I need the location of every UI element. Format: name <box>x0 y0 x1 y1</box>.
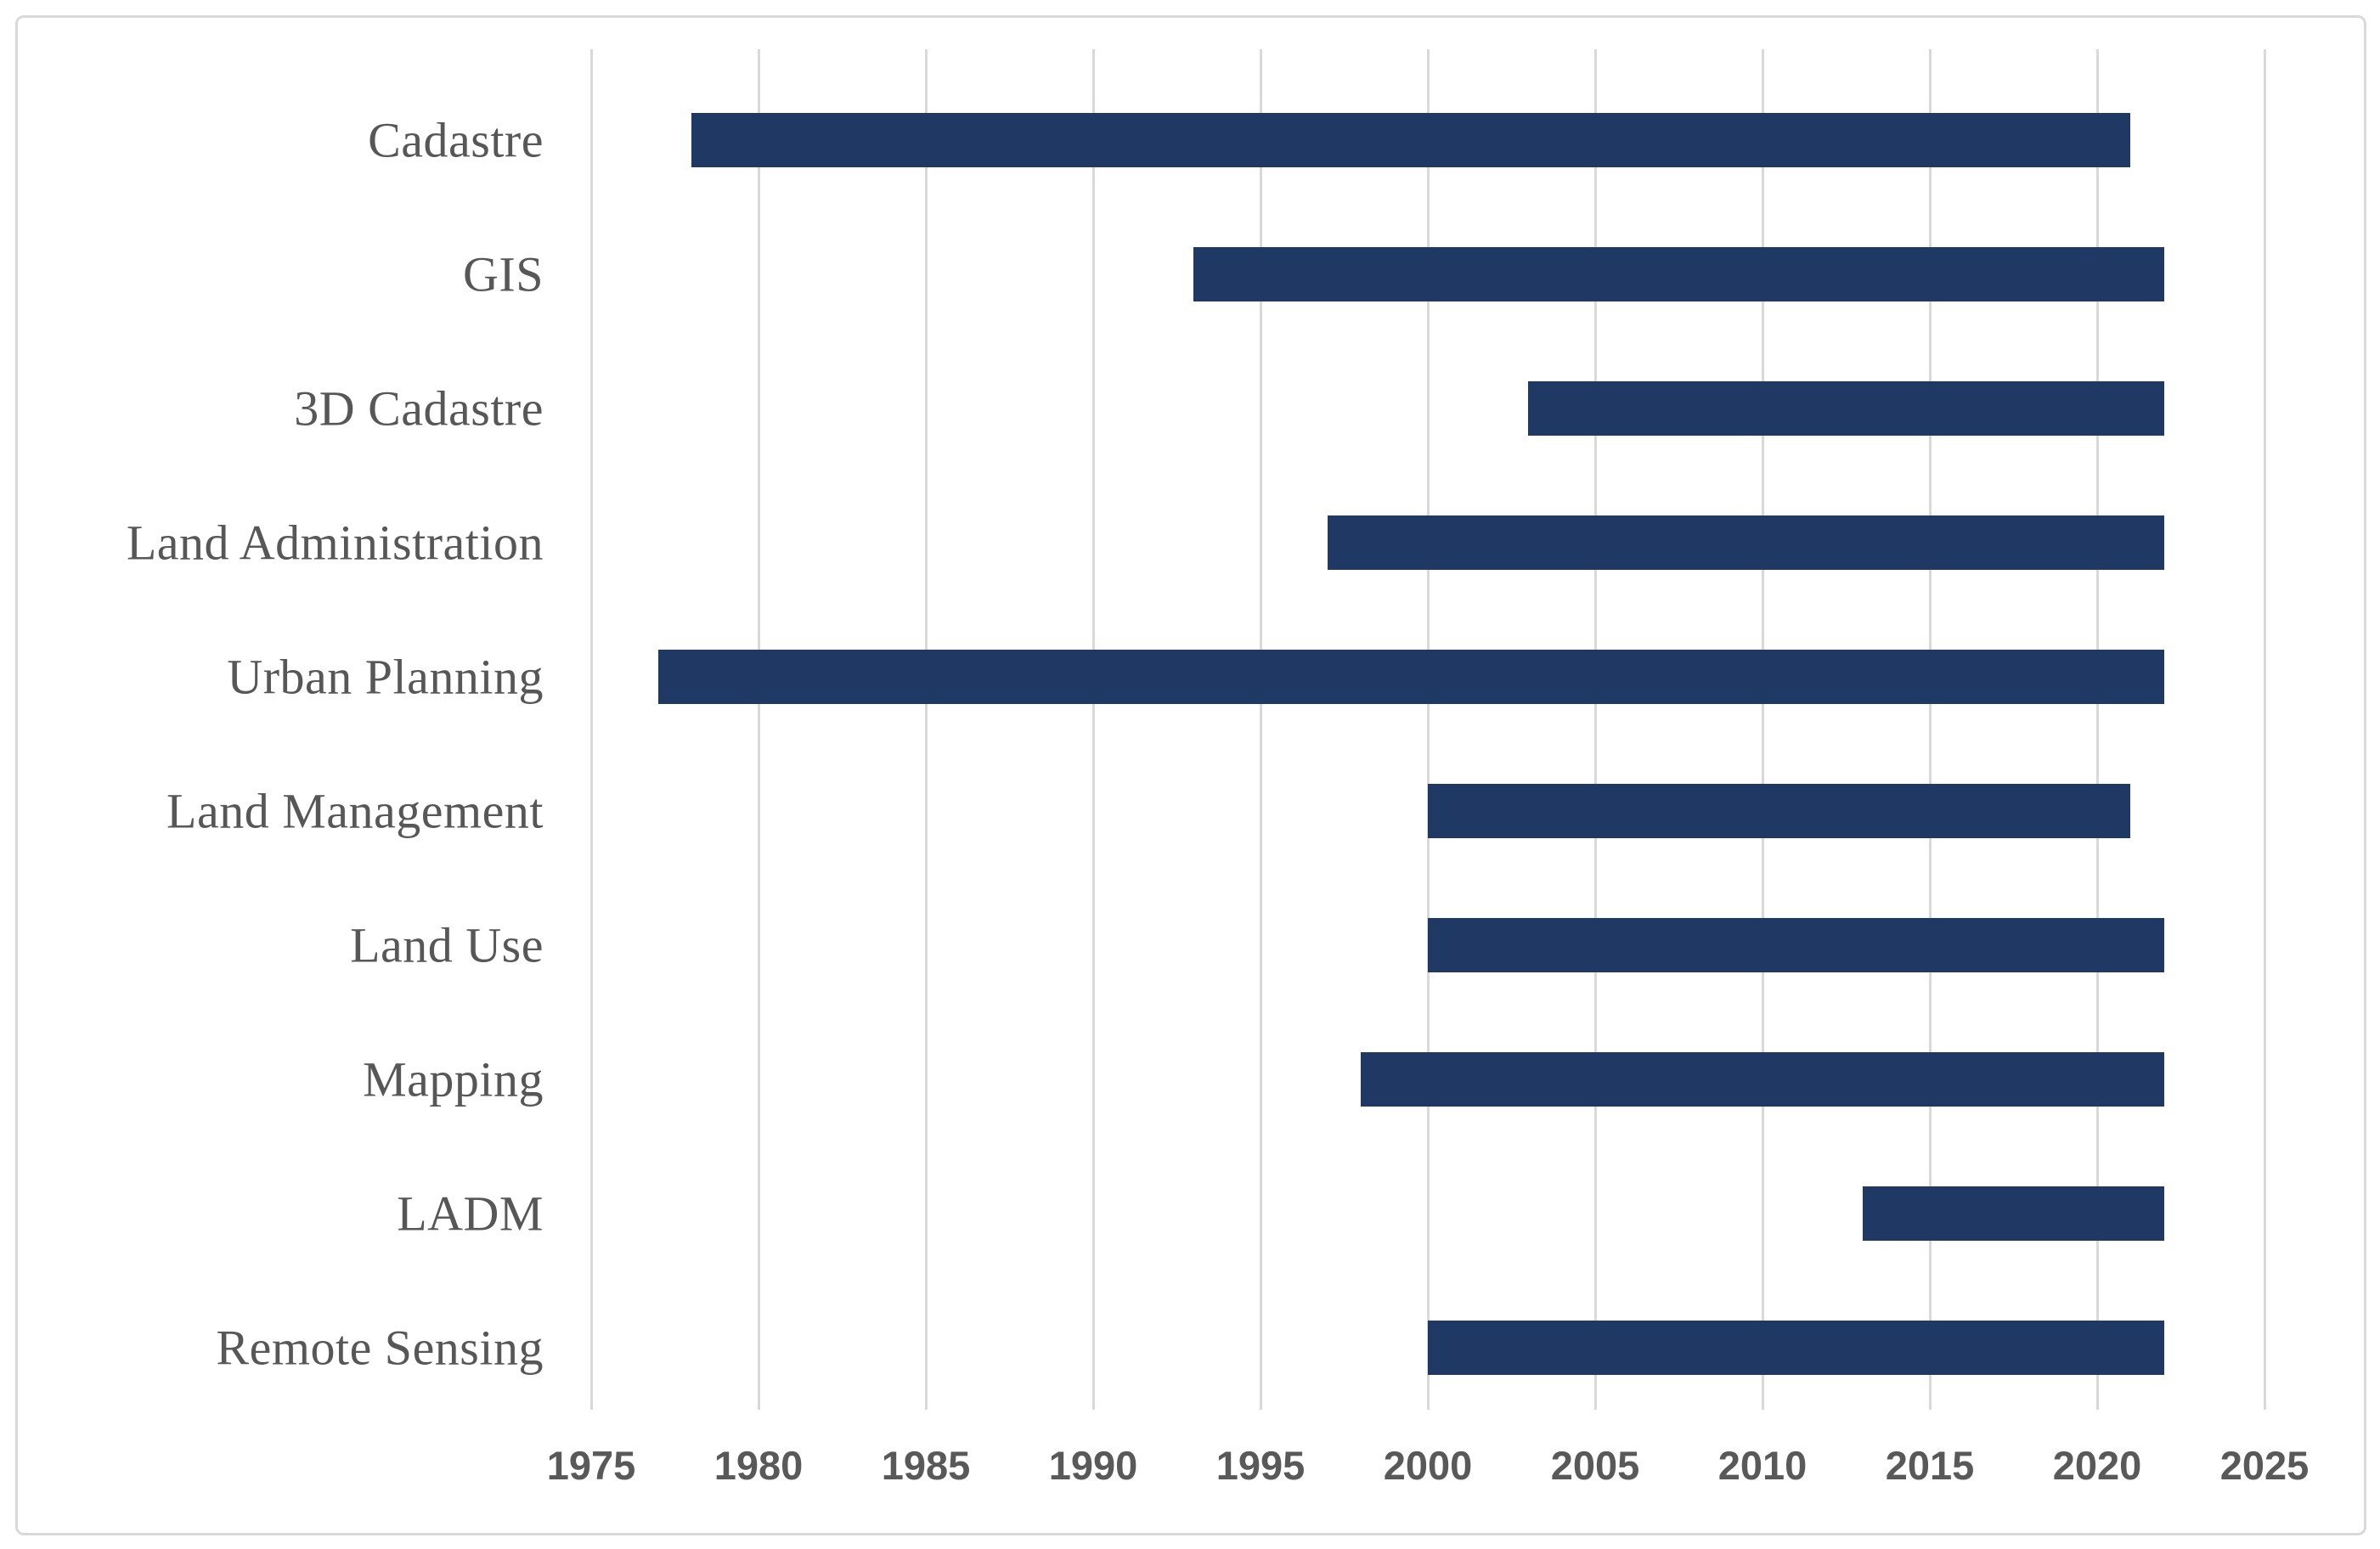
gridline-2010 <box>1761 49 1764 1410</box>
x-tick-label: 2015 <box>1885 1443 1975 1488</box>
x-tick-label: 1990 <box>1048 1443 1138 1488</box>
gridline-2005 <box>1593 49 1597 1410</box>
category-label: Mapping <box>363 1051 544 1107</box>
category-label: Land Use <box>350 917 544 973</box>
x-tick-label: 1975 <box>546 1443 636 1488</box>
gridline-2000 <box>1426 49 1430 1410</box>
bar <box>657 650 2164 704</box>
gridline-1980 <box>757 49 760 1410</box>
x-tick-label: 2005 <box>1550 1443 1640 1488</box>
bar <box>1528 381 2164 436</box>
category-label: Cadastre <box>368 112 544 168</box>
x-tick-label: 2000 <box>1383 1443 1473 1488</box>
bar <box>1327 515 2164 570</box>
x-tick-label: 2010 <box>1717 1443 1808 1488</box>
x-tick-label: 2025 <box>2219 1443 2310 1488</box>
gridline-2015 <box>1928 49 1932 1410</box>
category-label: Land Management <box>166 783 544 839</box>
gridline-2025 <box>2263 49 2266 1410</box>
bar <box>1428 784 2131 838</box>
x-tick-label: 1985 <box>881 1443 971 1488</box>
bar <box>1193 247 2164 301</box>
category-label: Land Administration <box>126 515 544 571</box>
gridline-1975 <box>589 49 593 1410</box>
category-label: Urban Planning <box>227 649 544 705</box>
gridline-1985 <box>924 49 928 1410</box>
bar <box>1428 1321 2164 1375</box>
x-tick-label: 2020 <box>2052 1443 2142 1488</box>
x-tick-label: 1995 <box>1215 1443 1306 1488</box>
x-tick-label: 1980 <box>713 1443 804 1488</box>
gridline-1990 <box>1091 49 1095 1410</box>
category-label: 3D Cadastre <box>294 380 544 437</box>
category-label: LADM <box>397 1186 544 1242</box>
category-label: GIS <box>463 246 544 302</box>
gridline-2020 <box>2095 49 2099 1410</box>
bar <box>1361 1052 2164 1107</box>
bar <box>691 113 2131 167</box>
bar <box>1428 918 2164 972</box>
bar <box>1863 1186 2164 1241</box>
gridline-1995 <box>1259 49 1262 1410</box>
category-label: Remote Sensing <box>216 1320 544 1376</box>
